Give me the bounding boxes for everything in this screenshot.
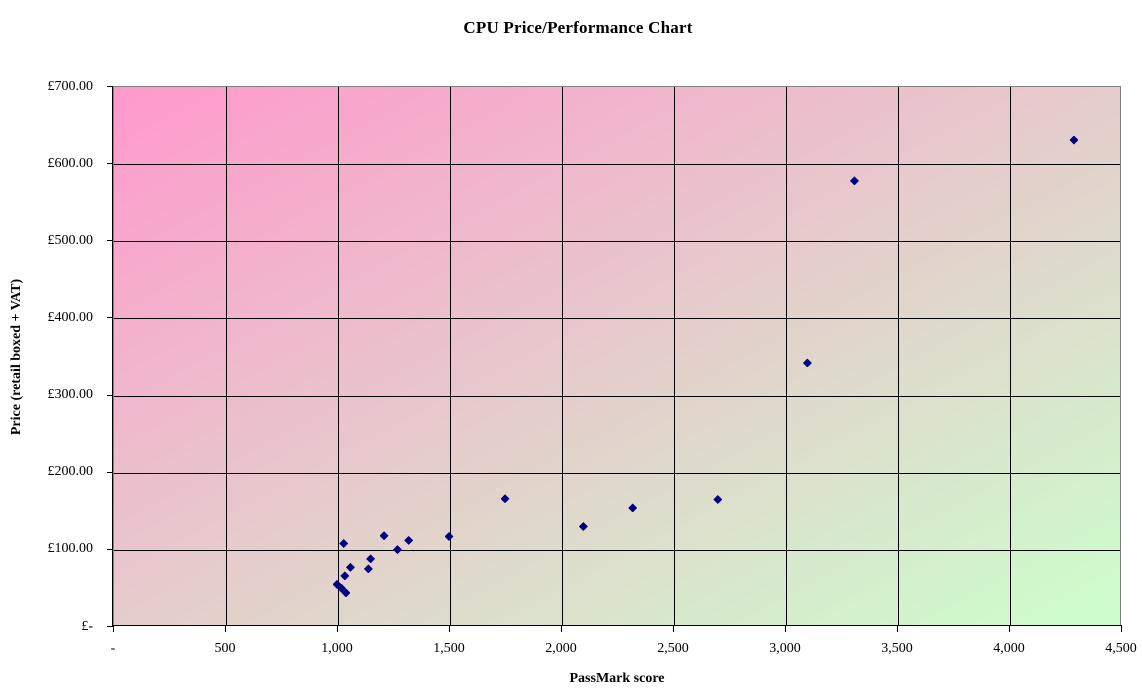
x-gridline [562, 87, 563, 625]
y-gridline [114, 395, 1120, 397]
x-axis-tick [897, 626, 898, 632]
x-axis-title: PassMark score [569, 671, 665, 686]
x-gridline [450, 87, 451, 625]
y-axis-tick [107, 163, 113, 164]
y-axis-line [112, 86, 113, 627]
y-tick-label: £600.00 [47, 155, 94, 171]
x-tick-label: 4,000 [993, 641, 1025, 656]
data-point-marker [332, 579, 342, 589]
x-axis-tick [673, 626, 674, 632]
x-tick-label: 4,500 [1105, 641, 1137, 656]
x-tick-label: - [110, 641, 116, 656]
y-tick-label: £200.00 [47, 464, 94, 480]
x-axis-tick [113, 626, 114, 632]
x-gridline [1010, 87, 1011, 625]
y-gridline [114, 164, 1120, 166]
x-tick-label: 3,500 [881, 641, 913, 656]
y-axis-tick [107, 86, 113, 87]
data-point-marker [366, 554, 376, 564]
y-gridline [114, 549, 1120, 551]
x-gridline [338, 87, 339, 625]
x-gridline [226, 87, 227, 625]
data-point-marker [340, 571, 350, 581]
data-point-marker [336, 583, 346, 593]
x-axis-tick [561, 626, 562, 632]
x-tick-label: 3,000 [769, 641, 801, 656]
data-point-marker [628, 503, 638, 513]
y-gridline [114, 472, 1120, 474]
plot-area [113, 86, 1121, 626]
y-gridline [114, 241, 1120, 243]
y-axis-tick [107, 317, 113, 318]
data-point-marker [379, 531, 389, 541]
y-gridline [114, 318, 1120, 320]
y-axis-tick [107, 240, 113, 241]
x-tick-label: 2,000 [545, 641, 577, 656]
x-axis-line [113, 625, 1122, 626]
chart-title: CPU Price/Performance Chart [463, 18, 693, 37]
data-point-marker [500, 494, 510, 504]
y-axis-tick [107, 395, 113, 396]
x-axis-tick [785, 626, 786, 632]
data-point-marker [339, 538, 349, 548]
y-tick-label: £400.00 [47, 309, 94, 325]
data-point-marker [404, 535, 414, 545]
x-axis-tick [337, 626, 338, 632]
data-point-marker [392, 545, 402, 555]
y-axis-tick [107, 626, 113, 627]
data-point-marker [341, 588, 351, 598]
data-point-marker [1069, 135, 1079, 145]
y-tick-label: £500.00 [47, 232, 94, 248]
y-axis-tick [107, 549, 113, 550]
y-tick-label: £100.00 [47, 541, 94, 557]
data-point-marker [345, 562, 355, 572]
y-tick-label: £- [81, 618, 93, 634]
data-point-marker [578, 521, 588, 531]
x-axis-tick [1121, 626, 1122, 632]
y-tick-label: £300.00 [47, 387, 94, 403]
y-axis-tick [107, 472, 113, 473]
data-point-marker [363, 564, 373, 574]
x-tick-label: 2,500 [657, 641, 689, 656]
data-point-marker [802, 358, 812, 368]
x-tick-label: 500 [214, 641, 236, 656]
x-axis-tick [225, 626, 226, 632]
x-gridline [786, 87, 787, 625]
x-axis-tick [1009, 626, 1010, 632]
x-tick-label: 1,000 [321, 641, 353, 656]
data-point-marker [713, 494, 723, 504]
x-gridline [898, 87, 899, 625]
data-point-marker [444, 532, 454, 541]
x-gridline [674, 87, 675, 625]
y-tick-label: £700.00 [47, 78, 94, 94]
y-axis-title: Price (retail boxed + VAT) [9, 278, 24, 436]
data-point-marker [849, 176, 859, 186]
x-tick-label: 1,500 [433, 641, 465, 656]
x-axis-tick [449, 626, 450, 632]
